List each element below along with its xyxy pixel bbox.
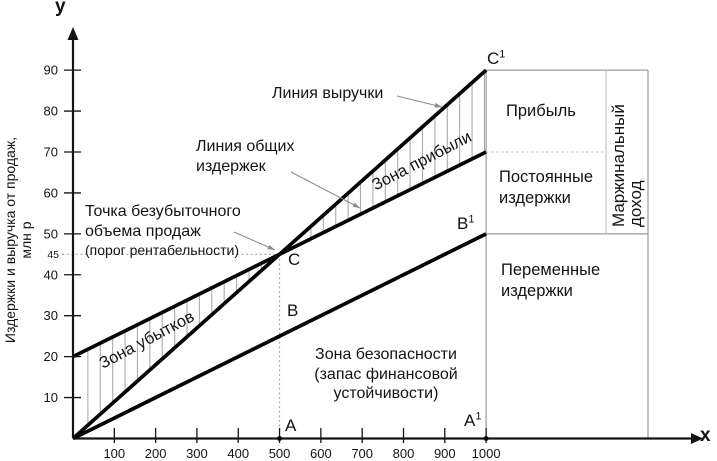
y-tick-label: 10 bbox=[44, 390, 58, 405]
point-label-b1: B1 bbox=[457, 213, 475, 233]
point-label-b: B bbox=[287, 302, 298, 319]
revenue-line-label: Линия выручки bbox=[272, 85, 384, 102]
variable-costs-box-label: Переменные издержки bbox=[501, 261, 601, 300]
y-axis-title-unit: млн р bbox=[18, 221, 34, 259]
x-tick-label: 100 bbox=[103, 446, 125, 461]
y-tick-label: 50 bbox=[44, 226, 58, 241]
y-tick-label: 40 bbox=[44, 267, 58, 282]
y-axis-arrowhead bbox=[67, 27, 79, 40]
break-even-annotation: Точка безубыточного объема продаж (порог… bbox=[85, 202, 275, 258]
x-tick-label: 600 bbox=[310, 446, 332, 461]
break-even-annotation-main: Точка безубыточного объема продаж bbox=[85, 203, 241, 240]
break-even-label-leader-arrowhead bbox=[267, 244, 275, 250]
y-tick-label: 90 bbox=[44, 63, 58, 78]
point-a1-text: A bbox=[464, 411, 476, 430]
point-a-text: A bbox=[285, 416, 297, 435]
point-c1-text: C bbox=[487, 49, 500, 68]
x-tick-label: 400 bbox=[227, 446, 249, 461]
point-label-c: C bbox=[288, 251, 300, 268]
point-c-text: C bbox=[288, 250, 301, 269]
point-b1-sup: 1 bbox=[468, 213, 475, 226]
x-tick-label: 700 bbox=[351, 446, 373, 461]
total-cost-label-leader bbox=[290, 171, 361, 209]
point-c1-sup: 1 bbox=[499, 48, 506, 61]
safety-zone-label: Зона безопасности (запас финансовой усто… bbox=[314, 346, 458, 402]
y-tick-label: 30 bbox=[44, 308, 58, 323]
total-costs-line bbox=[72, 150, 487, 359]
y-tick-label: 60 bbox=[44, 185, 58, 200]
point-b1-text: B bbox=[457, 214, 469, 233]
y-tick-label: 80 bbox=[44, 104, 58, 119]
total-cost-line-label: Линия общих издержек bbox=[196, 138, 295, 175]
x-axis-letter: x bbox=[700, 425, 711, 446]
total-cost-label-leader-arrowhead bbox=[352, 202, 360, 208]
y-axis-title: Издержки и выручка от продаж, млн р bbox=[2, 70, 34, 410]
point-label-a1: A1 bbox=[464, 410, 482, 430]
point-b-text: B bbox=[287, 301, 299, 320]
revenue-label-leader-arrowhead bbox=[434, 103, 442, 108]
y-axis-title-text: Издержки и выручка от продаж, bbox=[2, 136, 18, 344]
break-even-annotation-sub: (порог рентабельности) bbox=[85, 242, 239, 258]
fixed-costs-box-label: Постоянные издержки bbox=[499, 168, 594, 207]
y-tick-label: 20 bbox=[44, 349, 58, 364]
point-a1-sup: 1 bbox=[475, 410, 482, 423]
x-tick-label: 200 bbox=[145, 446, 167, 461]
x-axis-arrowhead bbox=[691, 433, 703, 444]
y-axis-letter: y bbox=[55, 0, 66, 17]
x-tick-label: 300 bbox=[186, 446, 208, 461]
profit-box-label: Прибыль bbox=[506, 102, 576, 120]
x-tick-label: 800 bbox=[393, 446, 415, 461]
break-even-label-leader bbox=[233, 231, 276, 251]
axis-point-dot bbox=[483, 436, 489, 441]
break-even-tick-label: 45 bbox=[47, 249, 59, 261]
point-label-c1: C1 bbox=[487, 48, 506, 68]
variable-costs-line bbox=[72, 232, 487, 441]
x-tick-label: 1000 bbox=[472, 446, 501, 461]
axis-point-dot bbox=[277, 436, 282, 441]
marginal-income-label: Маржинальный доход bbox=[609, 104, 645, 227]
y-tick-label: 70 bbox=[44, 144, 58, 159]
x-tick-label: 500 bbox=[269, 446, 291, 461]
point-label-a: A bbox=[285, 417, 296, 434]
revenue-label-leader bbox=[396, 95, 443, 108]
x-tick-label: 900 bbox=[434, 446, 456, 461]
